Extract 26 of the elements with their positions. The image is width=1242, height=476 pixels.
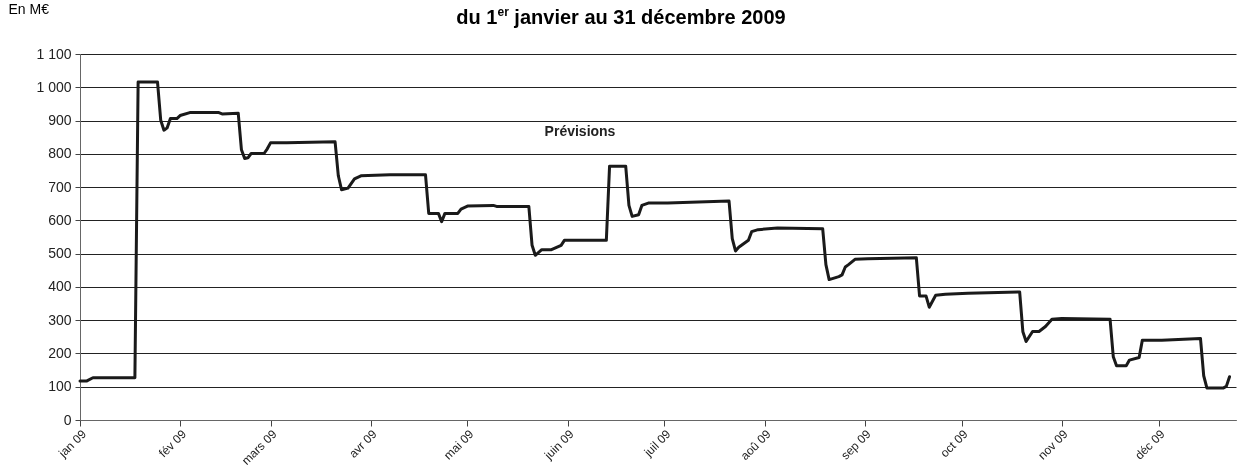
y-tick-label: 400: [48, 278, 72, 295]
x-tick-label: mai 09: [441, 426, 477, 463]
y-tick-label: 200: [48, 344, 72, 361]
x-tick-label: juil 09: [640, 426, 674, 460]
x-tick-label: oct 09: [937, 426, 971, 461]
x-tick-label: nov 09: [1035, 426, 1071, 463]
y-tick-label: 600: [48, 211, 72, 228]
x-tick-label: sep 09: [838, 426, 874, 463]
y-axis-title: En M€: [8, 0, 50, 17]
x-tick-label: aoû 09: [737, 426, 774, 463]
y-tick-label: 300: [48, 311, 72, 328]
annotation: Prévisions: [544, 123, 616, 139]
y-tick-label: 0: [63, 411, 72, 428]
chart-title: du 1$^{er}$ janvier au 31 décembre 2009: [456, 5, 786, 28]
y-tick-label: 800: [48, 145, 72, 162]
x-tick-label: juin 09: [540, 426, 577, 463]
x-tick-label: fév 09: [156, 426, 190, 461]
y-tick-label: 100: [48, 378, 72, 395]
y-tick-label: 1 100: [36, 45, 72, 62]
y-tick-label: 1 000: [36, 78, 72, 95]
y-tick-label: 900: [48, 112, 72, 129]
x-tick-label: déc 09: [1132, 426, 1168, 463]
y-tick-label: 700: [48, 178, 72, 195]
y-tick-label: 500: [48, 245, 72, 262]
x-tick-label: jan 09: [55, 426, 90, 461]
x-tick-label: avr 09: [346, 426, 380, 461]
